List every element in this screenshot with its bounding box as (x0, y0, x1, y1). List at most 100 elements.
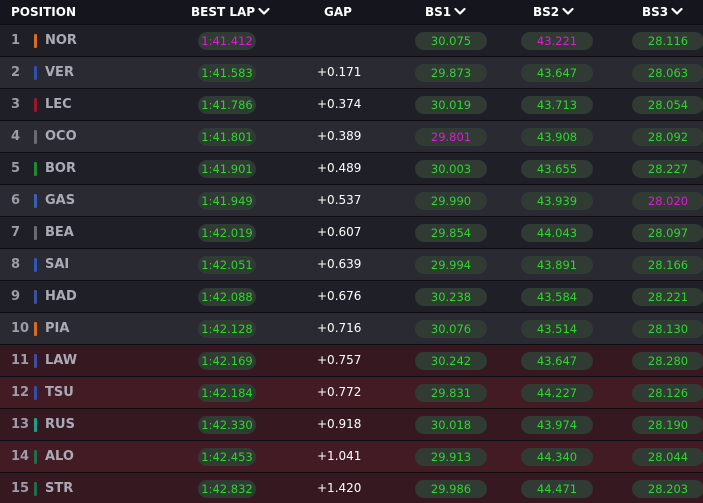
position-number: 13 (11, 417, 30, 432)
driver-code: LEC (45, 97, 72, 112)
table-row[interactable]: 13 RUS 1:42.330 +0.918 30.018 43.974 28.… (0, 408, 703, 440)
sector-3-time: 28.044 (632, 448, 703, 466)
team-color-bar (34, 98, 37, 112)
gap-value: +1.420 (317, 481, 362, 495)
table-row[interactable]: 1 NOR 1:41.412 30.075 43.221 28.116 (0, 24, 703, 56)
best-lap-time: 1:41.583 (198, 64, 256, 82)
header-bs2-label: BS2 (533, 5, 560, 19)
sector-1-time: 30.242 (415, 352, 487, 370)
sector-3-time: 28.126 (632, 384, 703, 402)
header-gap[interactable]: GAP (324, 5, 352, 19)
driver-code: STR (45, 481, 74, 496)
position-number: 3 (11, 97, 21, 112)
header-position[interactable]: POSITION (11, 5, 76, 19)
table-row[interactable]: 7 BEA 1:42.019 +0.607 29.854 44.043 28.0… (0, 216, 703, 248)
table-row[interactable]: 8 SAI 1:42.051 +0.639 29.994 43.891 28.1… (0, 248, 703, 280)
position-number: 11 (11, 353, 30, 368)
sector-1-time: 30.003 (415, 160, 487, 178)
sector-3-time: 28.116 (632, 32, 703, 50)
team-color-bar (34, 34, 37, 48)
position-number: 8 (11, 257, 21, 272)
driver-code: GAS (45, 193, 76, 208)
team-color-bar (34, 130, 37, 144)
gap-value: +0.171 (317, 65, 362, 79)
sector-3-time: 28.097 (632, 224, 703, 242)
table-row[interactable]: 5 BOR 1:41.901 +0.489 30.003 43.655 28.2… (0, 152, 703, 184)
sector-1-time: 30.238 (415, 288, 487, 306)
sector-2-time: 43.713 (521, 96, 593, 114)
sector-1-time: 29.801 (415, 128, 487, 146)
driver-code: ALO (45, 449, 74, 464)
sector-3-time: 28.280 (632, 352, 703, 370)
table-row[interactable]: 10 PIA 1:42.128 +0.716 30.076 43.514 28.… (0, 312, 703, 344)
header-bs1-label: BS1 (425, 5, 452, 19)
table-row[interactable]: 9 HAD 1:42.088 +0.676 30.238 43.584 28.2… (0, 280, 703, 312)
sector-2-time: 43.647 (521, 64, 593, 82)
sector-2-time: 43.514 (521, 320, 593, 338)
team-color-bar (34, 482, 37, 496)
team-color-bar (34, 450, 37, 464)
sector-2-time: 43.221 (521, 32, 593, 50)
best-lap-time: 1:42.453 (198, 448, 256, 466)
team-color-bar (34, 290, 37, 304)
driver-code: RUS (45, 417, 75, 432)
chevron-down-icon (258, 7, 270, 15)
header-bs1[interactable]: BS1 (425, 0, 466, 24)
gap-value: +0.389 (317, 129, 362, 143)
sector-3-time: 28.063 (632, 64, 703, 82)
best-lap-time: 1:42.019 (198, 224, 256, 242)
gap-value: +0.607 (317, 225, 362, 239)
sector-1-time: 29.854 (415, 224, 487, 242)
header-bs3[interactable]: BS3 (642, 0, 683, 24)
table-row[interactable]: 11 LAW 1:42.169 +0.757 30.242 43.647 28.… (0, 344, 703, 376)
best-lap-time: 1:42.184 (198, 384, 256, 402)
position-number: 7 (11, 225, 21, 240)
table-row[interactable]: 6 GAS 1:41.949 +0.537 29.990 43.939 28.0… (0, 184, 703, 216)
header-bs3-label: BS3 (642, 5, 669, 19)
header-best-lap[interactable]: BEST LAP (191, 0, 270, 24)
table-row[interactable]: 4 OCO 1:41.801 +0.389 29.801 43.908 28.0… (0, 120, 703, 152)
best-lap-time: 1:42.169 (198, 352, 256, 370)
driver-code: OCO (45, 129, 77, 144)
team-color-bar (34, 194, 37, 208)
team-color-bar (34, 258, 37, 272)
sector-2-time: 43.939 (521, 192, 593, 210)
sector-2-time: 44.340 (521, 448, 593, 466)
gap-value: +0.772 (317, 385, 362, 399)
best-lap-time: 1:41.786 (198, 96, 256, 114)
chevron-down-icon (454, 7, 466, 15)
sector-2-time: 44.471 (521, 480, 593, 498)
table-row[interactable]: 14 ALO 1:42.453 +1.041 29.913 44.340 28.… (0, 440, 703, 472)
chevron-down-icon (562, 7, 574, 15)
header-bs2[interactable]: BS2 (533, 0, 574, 24)
chevron-down-icon (671, 7, 683, 15)
gap-value: +0.716 (317, 321, 362, 335)
position-number: 1 (11, 33, 21, 48)
gap-value: +0.537 (317, 193, 362, 207)
table-row[interactable]: 15 STR 1:42.832 +1.420 29.986 44.471 28.… (0, 472, 703, 503)
sector-3-time: 28.166 (632, 256, 703, 274)
table-row[interactable]: 3 LEC 1:41.786 +0.374 30.019 43.713 28.0… (0, 88, 703, 120)
sector-2-time: 43.655 (521, 160, 593, 178)
sector-3-time: 28.221 (632, 288, 703, 306)
table-row[interactable]: 2 VER 1:41.583 +0.171 29.873 43.647 28.0… (0, 56, 703, 88)
sector-3-time: 28.227 (632, 160, 703, 178)
gap-value: +1.041 (317, 449, 362, 463)
best-lap-time: 1:42.128 (198, 320, 256, 338)
sector-1-time: 30.076 (415, 320, 487, 338)
driver-code: BOR (45, 161, 76, 176)
sector-3-time: 28.203 (632, 480, 703, 498)
sector-2-time: 44.227 (521, 384, 593, 402)
best-lap-time: 1:41.901 (198, 160, 256, 178)
sector-2-time: 43.974 (521, 416, 593, 434)
position-number: 5 (11, 161, 21, 176)
best-lap-time: 1:41.412 (198, 32, 256, 50)
table-row[interactable]: 12 TSU 1:42.184 +0.772 29.831 44.227 28.… (0, 376, 703, 408)
driver-code: PIA (45, 321, 70, 336)
sector-2-time: 43.908 (521, 128, 593, 146)
gap-value: +0.757 (317, 353, 362, 367)
sector-2-time: 44.043 (521, 224, 593, 242)
gap-value: +0.918 (317, 417, 362, 431)
table-body: 1 NOR 1:41.412 30.075 43.221 28.116 2 VE… (0, 24, 703, 503)
